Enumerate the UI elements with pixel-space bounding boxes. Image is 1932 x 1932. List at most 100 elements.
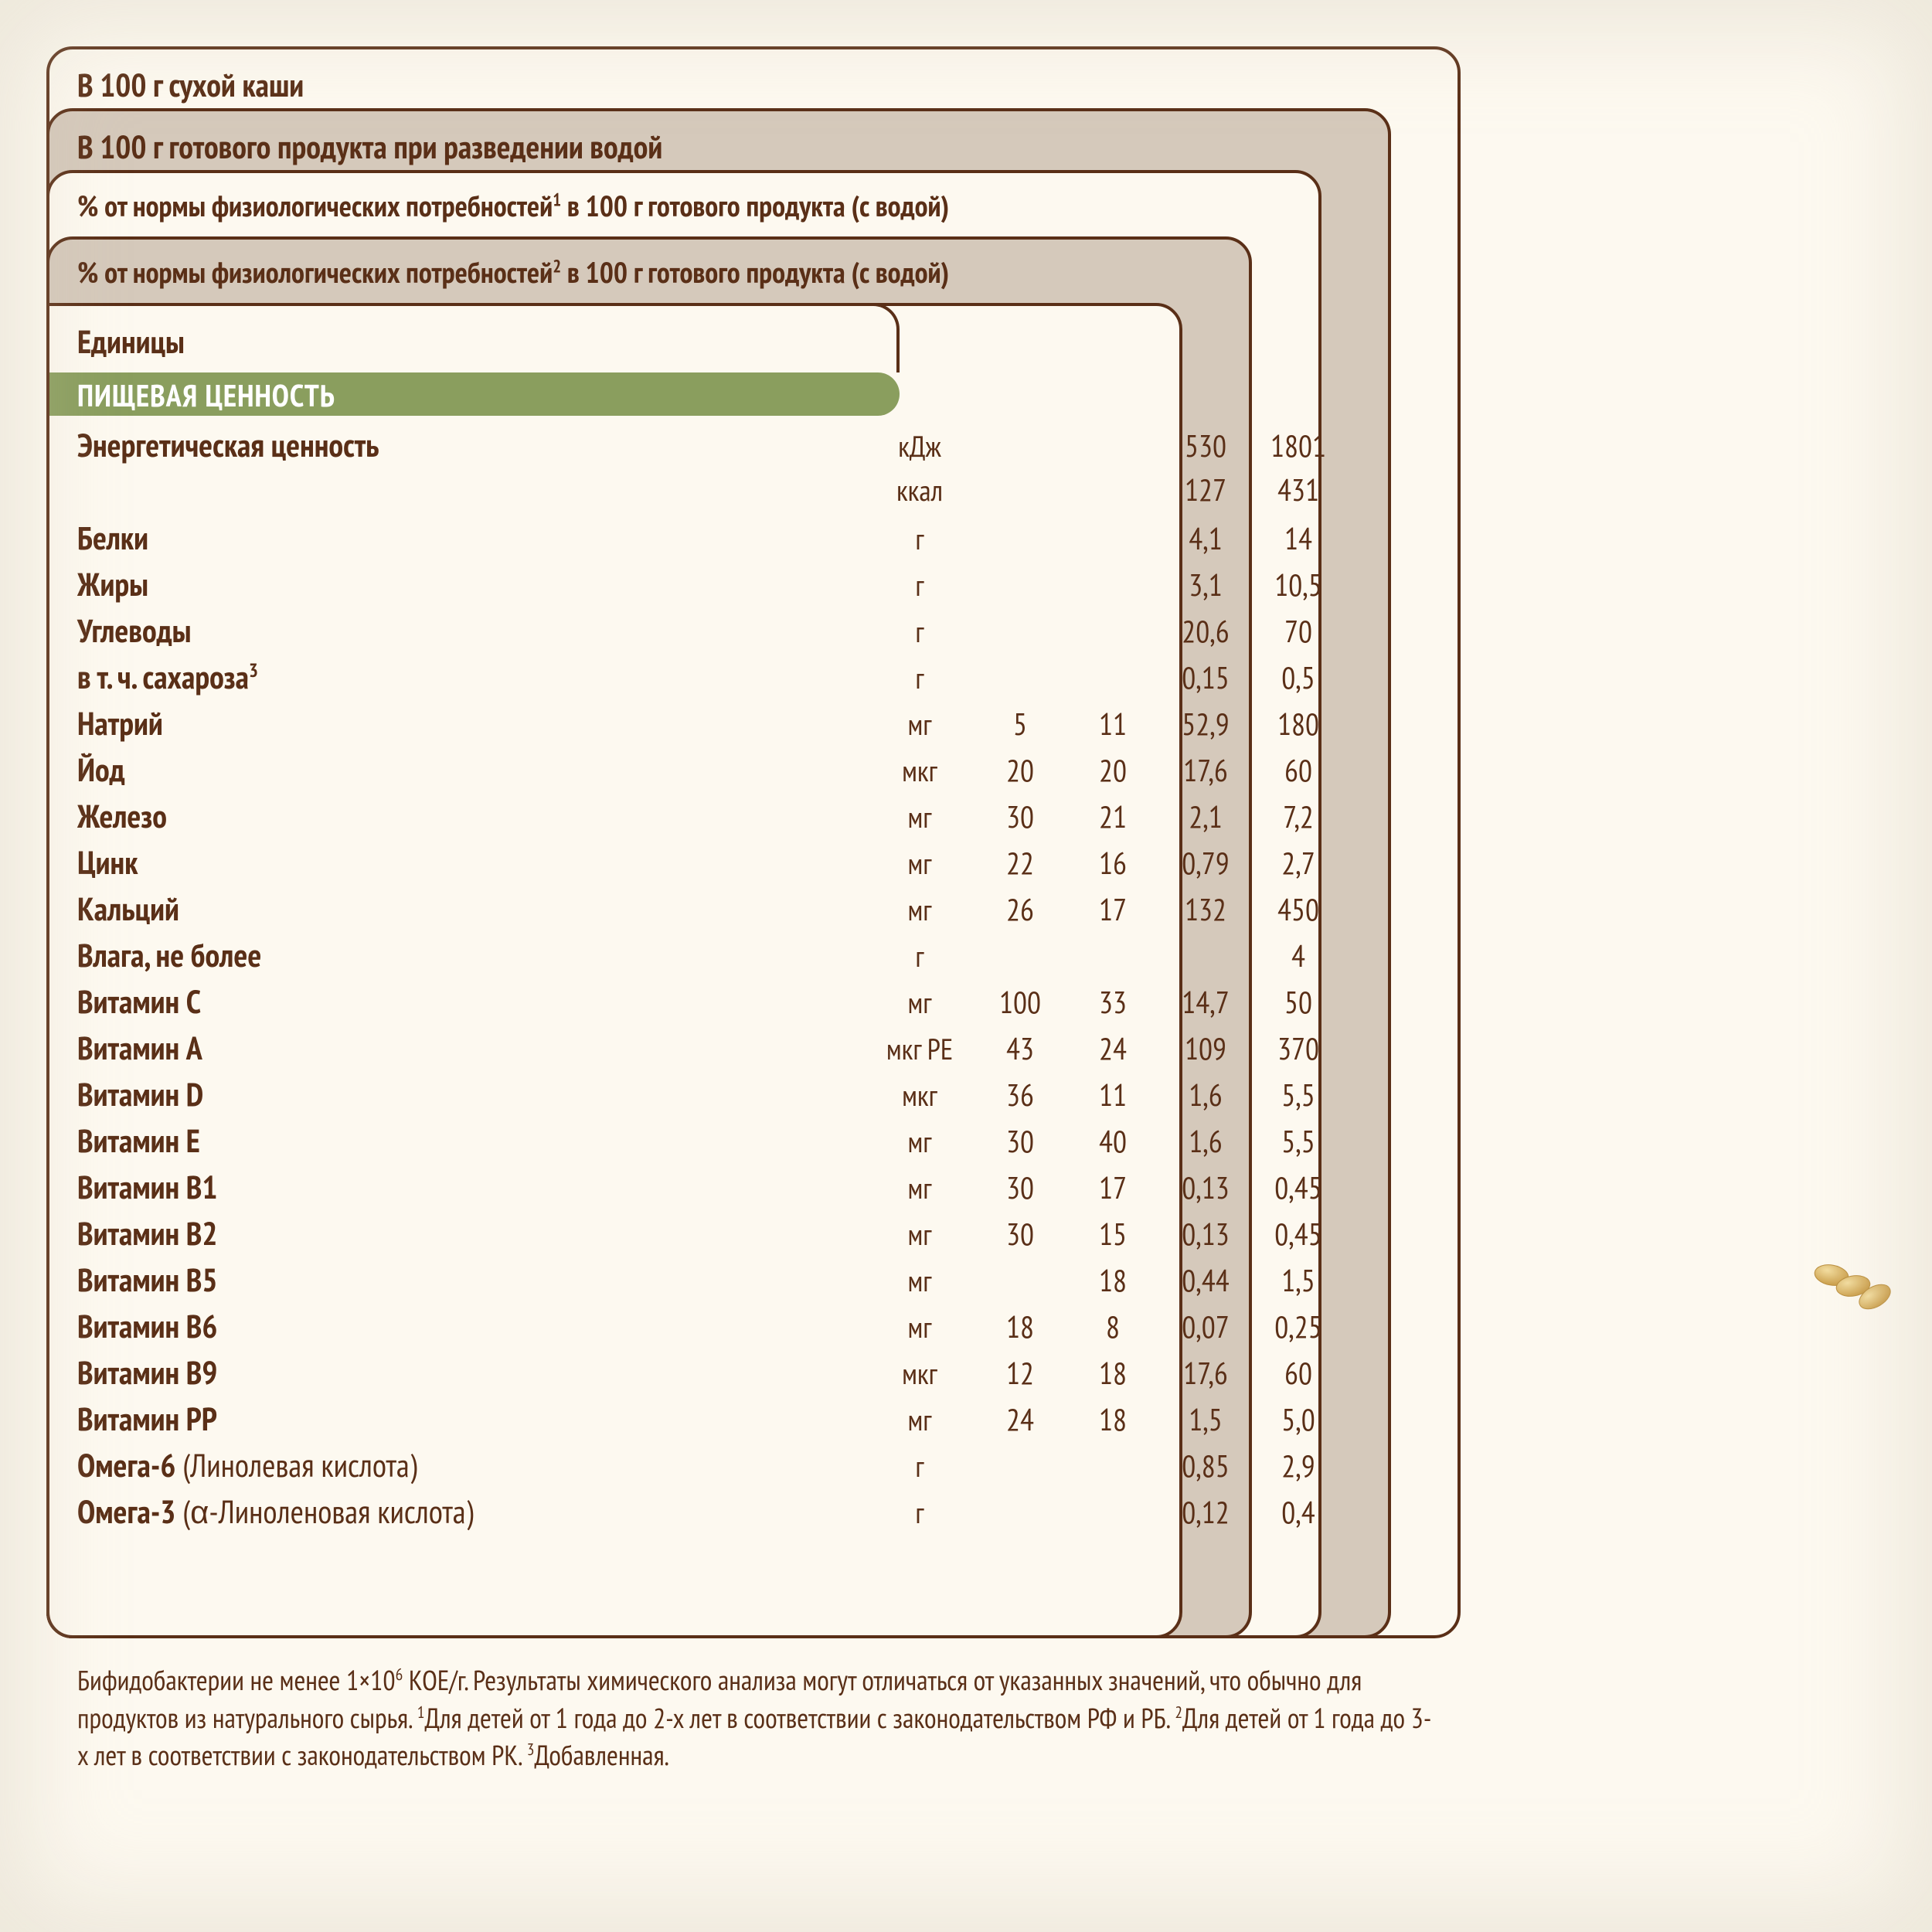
row-value-c3: 0,13 [1159, 1168, 1252, 1208]
row-value-c1: 30 [974, 1214, 1066, 1254]
row-value-c4: 0,4 [1252, 1492, 1345, 1532]
row-value-c2: 20 [1066, 750, 1159, 791]
row-value-c3: 1,5 [1159, 1400, 1252, 1440]
row-unit: г [866, 937, 974, 975]
table-row: Влага, не болеег4 [77, 934, 1453, 980]
row-value-c2: 11 [1066, 704, 1159, 744]
row-value-c4: 60 [1252, 750, 1345, 791]
row-unit: г [866, 659, 974, 697]
row-value-c1: 24 [974, 1400, 1066, 1440]
row-unit: мкг РЕ [866, 1030, 974, 1068]
row-unit: мг [866, 1123, 974, 1161]
row-label: Витамин B6 [77, 1304, 866, 1347]
h2-pre: % от нормы физиологических потребностей [77, 253, 553, 291]
row-label: в т. ч. сахароза3 [77, 655, 866, 698]
row-unit: ккал [866, 471, 974, 509]
row-value-c4: 370 [1252, 1029, 1345, 1069]
row-value-c4: 1801 [1252, 426, 1345, 466]
row-value-c3: 0,13 [1159, 1214, 1252, 1254]
table-row: Витамин B1мг30170,130,45 [77, 1165, 1453, 1212]
row-value-c4: 0,45 [1252, 1214, 1345, 1254]
table-row: Железомг30212,17,2 [77, 794, 1453, 841]
row-value-c4: 5,5 [1252, 1075, 1345, 1115]
row-value-c4: 7,2 [1252, 797, 1345, 837]
footnote-t1: Бифидобактерии не менее 1×10 [77, 1662, 396, 1698]
row-unit: мг [866, 1262, 974, 1300]
row-value-c1: 5 [974, 704, 1066, 744]
row-label: Витамин B2 [77, 1212, 866, 1254]
row-label: Витамин D [77, 1073, 866, 1115]
row-value-c4: 2,9 [1252, 1446, 1345, 1486]
row-unit: мг [866, 984, 974, 1022]
table-row: Витамин B5мг180,441,5 [77, 1258, 1453, 1304]
row-value-c1: 22 [974, 843, 1066, 883]
table-row: ккал127431 [77, 470, 1453, 516]
row-value-c4: 5,0 [1252, 1400, 1345, 1440]
section-title-label: ПИЩЕВАЯ ЦЕННОСТЬ [77, 376, 335, 416]
table-row: Кальциймг2617132450 [77, 887, 1453, 934]
row-value-c3: 0,44 [1159, 1260, 1252, 1301]
row-value-c3: 132 [1159, 889, 1252, 930]
row-value-c3: 0,15 [1159, 658, 1252, 698]
h3-post: в 100 г готового продукта (с водой) [561, 187, 949, 225]
row-unit: г [866, 520, 974, 558]
row-label: Омега-6 (Линолевая кислота) [77, 1444, 866, 1486]
row-label: Витамин B9 [77, 1351, 866, 1393]
row-value-c4: 60 [1252, 1353, 1345, 1393]
row-unit: кДж [866, 427, 974, 465]
table-row: Цинкмг22160,792,7 [77, 841, 1453, 887]
table-row: Йодмкг202017,660 [77, 748, 1453, 794]
col-header-dry-100g-label: В 100 г сухой каши [77, 63, 304, 106]
table-row: Витамин B6мг1880,070,25 [77, 1304, 1453, 1351]
table-row: Жирыг3,110,5 [77, 563, 1453, 609]
col-header-prepared-100g-label: В 100 г готового продукта при разведении… [77, 125, 662, 168]
row-value-c2: 40 [1066, 1121, 1159, 1162]
row-value-c3: 14,7 [1159, 982, 1252, 1022]
row-unit: мг [866, 1308, 974, 1346]
h3-pre: % от нормы физиологических потребностей [77, 187, 553, 225]
table-row: в т. ч. сахароза3г 0,150,5 [77, 655, 1453, 702]
table-row: Витамин Cмг1003314,750 [77, 980, 1453, 1026]
row-value-c3: 127 [1159, 470, 1252, 510]
row-value-c3: 109 [1159, 1029, 1252, 1069]
row-label: Витамин B1 [77, 1165, 866, 1208]
row-value-c2: 24 [1066, 1029, 1159, 1069]
row-label: Жиры [77, 563, 866, 605]
section-title: ПИЩЕВАЯ ЦЕННОСТЬ [49, 372, 900, 416]
row-value-c2: 17 [1066, 1168, 1159, 1208]
row-value-c3: 530 [1159, 426, 1252, 466]
row-value-c2: 18 [1066, 1400, 1159, 1440]
row-value-c3: 17,6 [1159, 1353, 1252, 1393]
nutrition-panel: В 100 г сухой каши В 100 г готового прод… [46, 46, 1461, 1886]
row-label: Цинк [77, 841, 866, 883]
row-unit: мкг [866, 752, 974, 790]
table-row: Витамин PPмг24181,55,0 [77, 1397, 1453, 1444]
row-value-c4: 1,5 [1252, 1260, 1345, 1301]
table-row: Витамин B9мкг121817,660 [77, 1351, 1453, 1397]
row-label: Йод [77, 748, 866, 791]
row-label: Железо [77, 794, 866, 837]
table-row: Белкиг4,114 [77, 516, 1453, 563]
row-value-c3: 3,1 [1159, 565, 1252, 605]
h3-sup: 1 [553, 189, 561, 211]
nutrition-table: Энергетическая ценностькДж5301801ккал127… [77, 423, 1453, 1536]
row-label: Энергетическая ценность [77, 423, 866, 466]
row-value-c1: 12 [974, 1353, 1066, 1393]
row-unit: мг [866, 706, 974, 743]
row-value-c4: 2,7 [1252, 843, 1345, 883]
row-label: Натрий [77, 702, 866, 744]
row-value-c4: 0,5 [1252, 658, 1345, 698]
row-unit: мг [866, 1401, 974, 1439]
table-row: Углеводыг20,670 [77, 609, 1453, 655]
row-value-c3: 20,6 [1159, 611, 1252, 651]
row-value-c3: 0,85 [1159, 1446, 1252, 1486]
row-value-c1: 43 [974, 1029, 1066, 1069]
row-value-c2: 17 [1066, 889, 1159, 930]
footnote-exp: 6 [396, 1663, 403, 1685]
row-value-c2: 18 [1066, 1353, 1159, 1393]
row-unit: г [866, 566, 974, 604]
row-unit: г [866, 1494, 974, 1532]
h2-post: в 100 г готового продукта (с водой) [561, 253, 949, 291]
col-header-units-label: Единицы [77, 320, 185, 362]
row-label: Углеводы [77, 609, 866, 651]
